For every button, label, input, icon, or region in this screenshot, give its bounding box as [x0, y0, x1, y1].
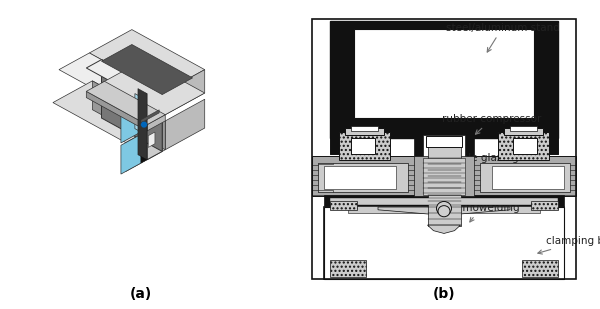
Polygon shape	[147, 115, 165, 131]
Polygon shape	[141, 94, 147, 163]
Text: (a): (a)	[130, 287, 152, 301]
Polygon shape	[148, 112, 155, 128]
Polygon shape	[318, 163, 333, 164]
Bar	[531, 201, 558, 210]
Bar	[480, 163, 570, 192]
Polygon shape	[89, 30, 205, 93]
Polygon shape	[148, 132, 155, 147]
Text: double glazing: double glazing	[442, 153, 518, 167]
Text: thermowelding: thermowelding	[442, 203, 520, 222]
Bar	[330, 132, 372, 154]
Bar	[498, 132, 549, 160]
Circle shape	[438, 206, 450, 217]
Polygon shape	[330, 132, 372, 154]
Bar	[513, 138, 537, 154]
Polygon shape	[135, 94, 141, 132]
Polygon shape	[86, 81, 165, 125]
Polygon shape	[59, 53, 162, 110]
Circle shape	[140, 121, 148, 128]
Polygon shape	[101, 60, 205, 116]
Polygon shape	[121, 97, 141, 143]
Text: rubber compressor: rubber compressor	[443, 114, 542, 134]
Polygon shape	[165, 99, 205, 150]
Text: (b): (b)	[433, 287, 455, 301]
Bar	[324, 166, 396, 189]
Bar	[324, 207, 564, 279]
Bar	[414, 156, 474, 196]
Bar	[330, 260, 366, 277]
Polygon shape	[138, 89, 147, 160]
Bar	[354, 29, 534, 118]
Polygon shape	[121, 134, 141, 174]
Bar	[312, 19, 576, 279]
Bar	[330, 201, 357, 210]
Bar	[426, 136, 462, 147]
Bar	[504, 128, 543, 135]
Bar	[492, 166, 564, 189]
Polygon shape	[147, 93, 162, 160]
Bar	[516, 132, 558, 154]
Polygon shape	[162, 70, 205, 116]
Polygon shape	[101, 60, 162, 151]
Polygon shape	[126, 121, 165, 171]
Polygon shape	[101, 44, 193, 95]
Polygon shape	[516, 132, 558, 154]
Text: steel/aluminum stand: steel/aluminum stand	[445, 23, 559, 52]
Bar	[312, 156, 576, 196]
Bar	[330, 198, 558, 205]
Text: clamping bar: clamping bar	[538, 236, 600, 254]
Bar	[510, 126, 537, 131]
Polygon shape	[86, 60, 162, 101]
Bar	[348, 206, 540, 213]
Bar	[423, 159, 465, 195]
Polygon shape	[427, 225, 461, 234]
Bar	[351, 138, 375, 154]
Circle shape	[437, 201, 452, 215]
Bar	[345, 128, 384, 135]
Polygon shape	[86, 91, 147, 131]
Bar	[324, 207, 564, 279]
Polygon shape	[141, 110, 159, 123]
Bar	[522, 260, 558, 277]
Bar	[414, 132, 474, 179]
Bar	[351, 126, 378, 131]
Bar	[318, 163, 408, 192]
Bar	[423, 135, 465, 176]
Bar	[339, 132, 390, 160]
Polygon shape	[132, 93, 162, 133]
Bar	[427, 145, 461, 226]
Bar	[324, 195, 564, 206]
Polygon shape	[53, 81, 165, 143]
Polygon shape	[318, 190, 333, 192]
Polygon shape	[378, 207, 510, 215]
Polygon shape	[92, 81, 165, 150]
Bar	[330, 21, 558, 138]
